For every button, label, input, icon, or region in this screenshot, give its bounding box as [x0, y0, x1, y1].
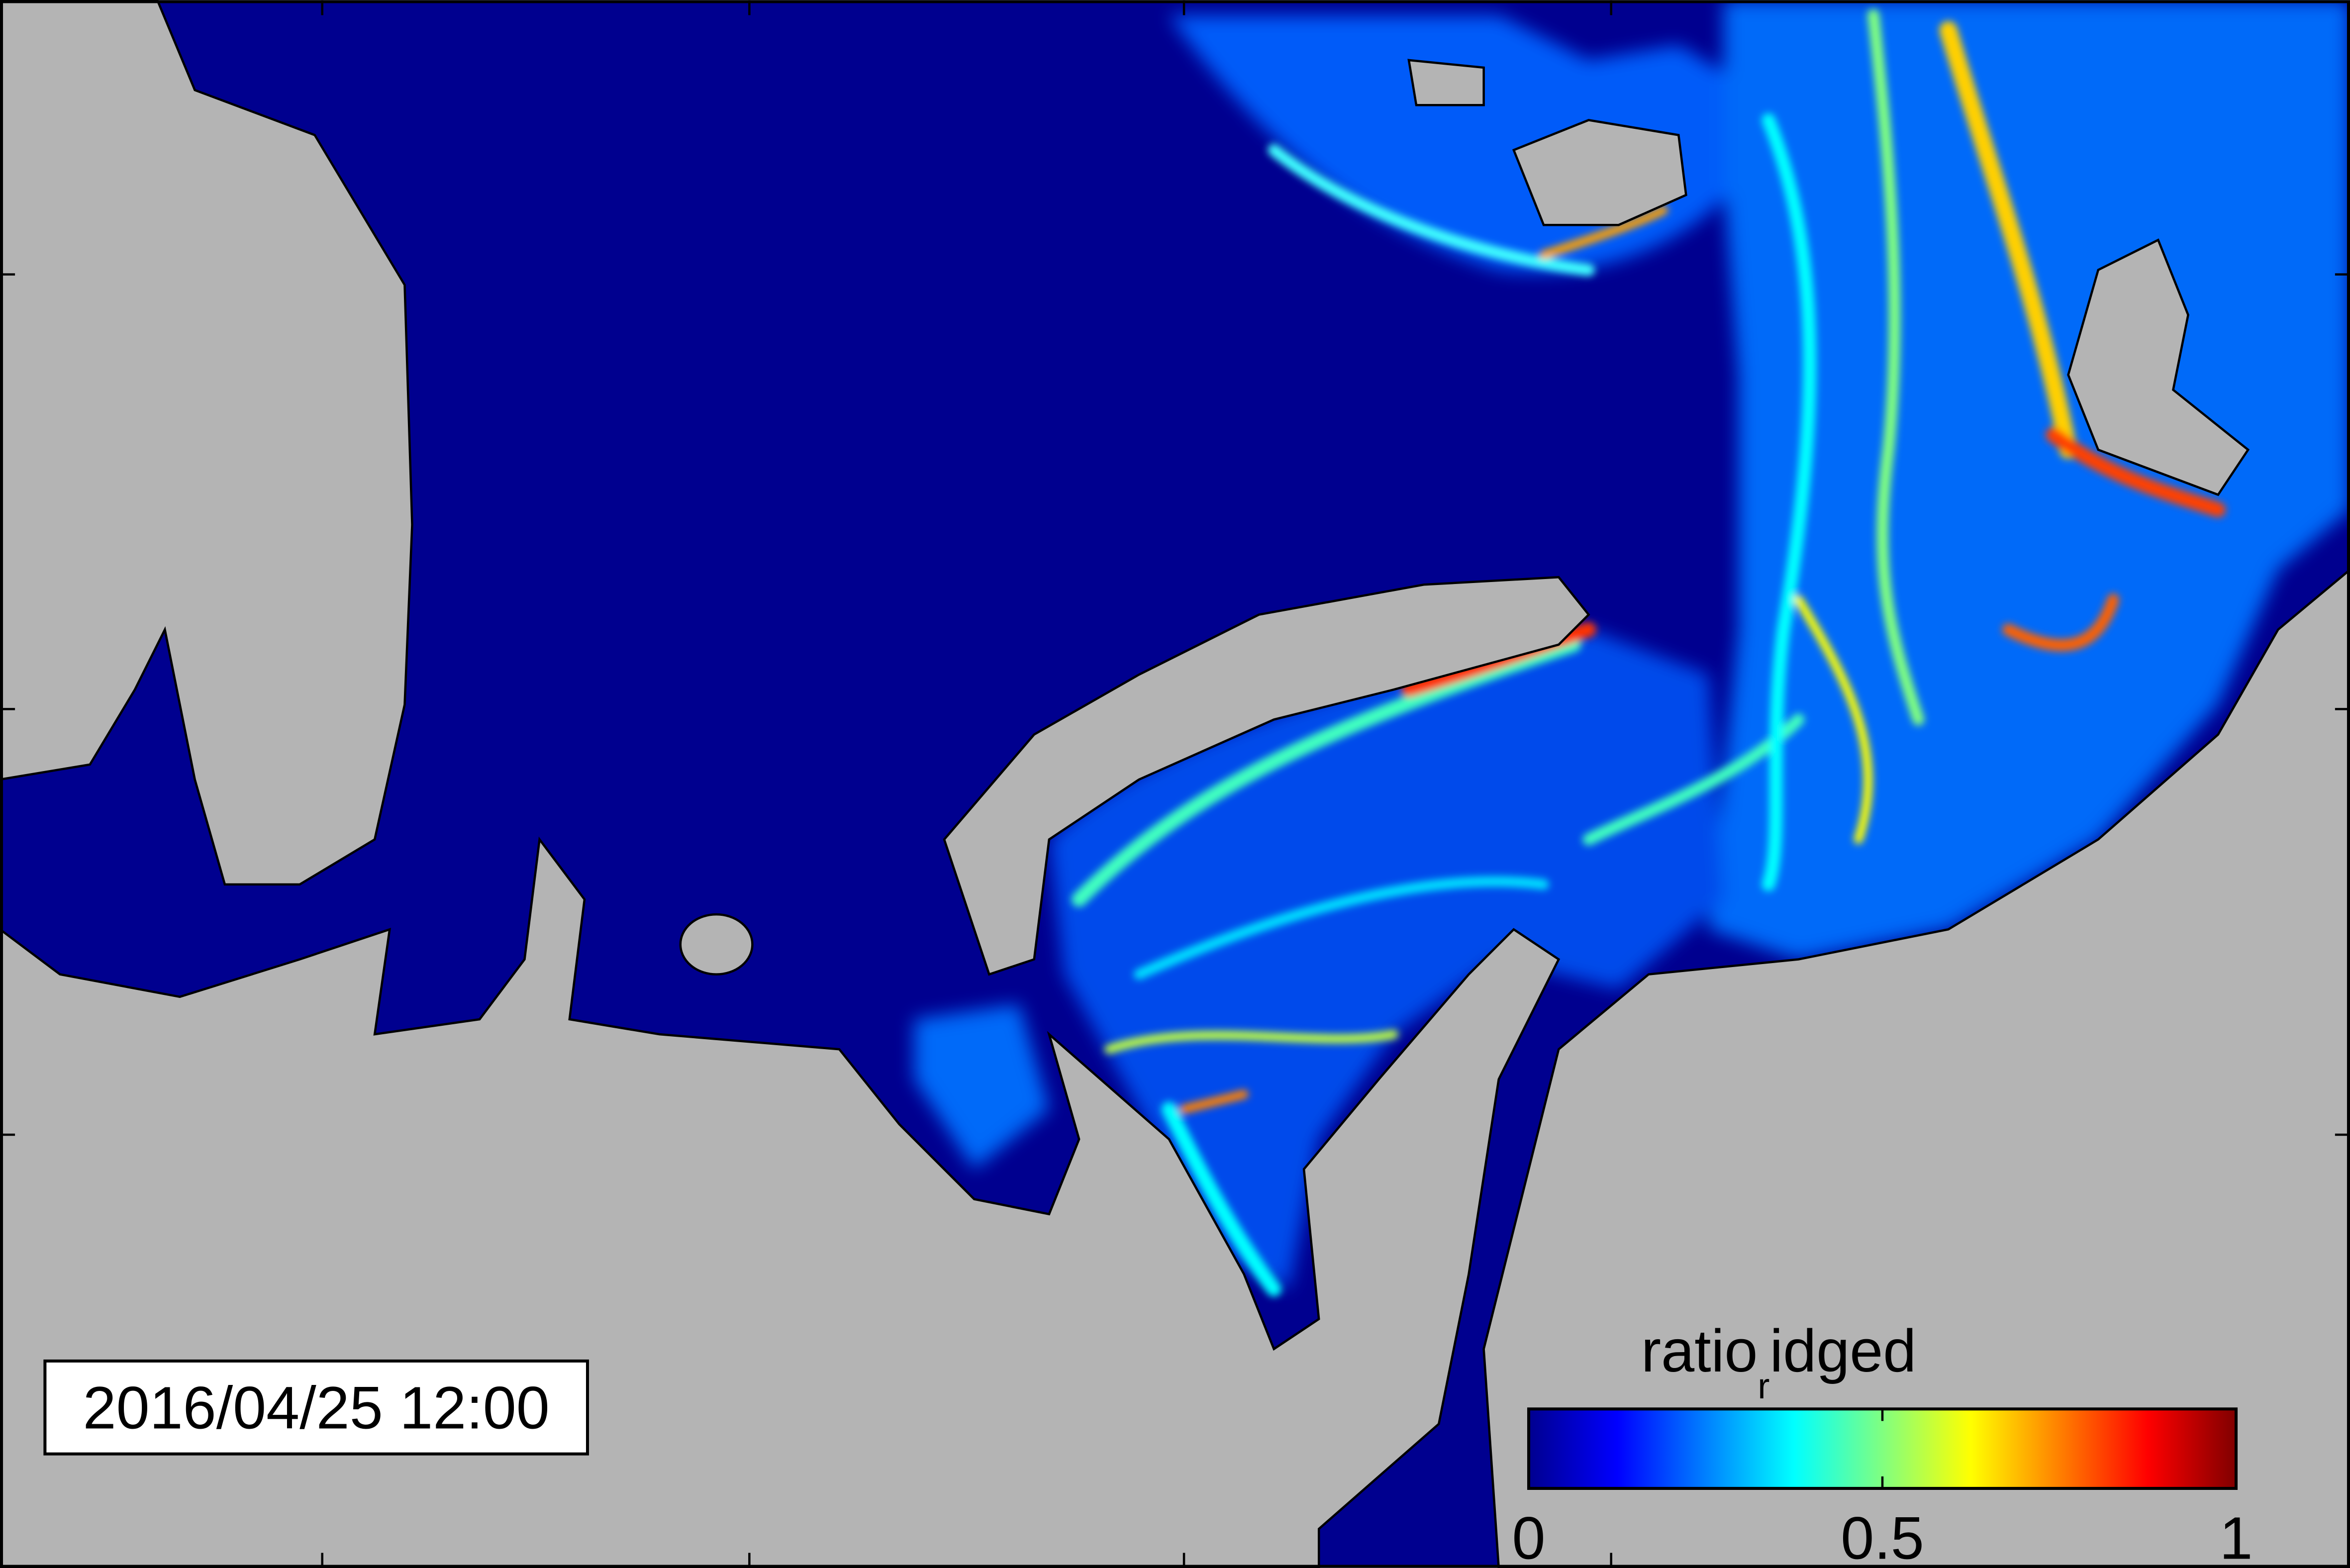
- colorbar-label-rest: idged: [1769, 1317, 1916, 1384]
- colorbar-label-main: ratio: [1641, 1317, 1758, 1384]
- timestamp-box: [43, 1359, 589, 1456]
- colorbar: [1527, 1407, 2238, 1490]
- colorbar-tick-label: 0: [1512, 1505, 1545, 1568]
- colorbar-tick-label: 1: [2220, 1505, 2253, 1568]
- colorbar-label-sub: r: [1758, 1367, 1769, 1406]
- colorbar-label: ratioridged: [1641, 1317, 1916, 1406]
- ice-ridges: [1072, 9, 2226, 1297]
- colorbar-tick-label: 0.5: [1841, 1505, 1924, 1568]
- timestamp: 2016/04/25 12:00: [83, 1374, 550, 1441]
